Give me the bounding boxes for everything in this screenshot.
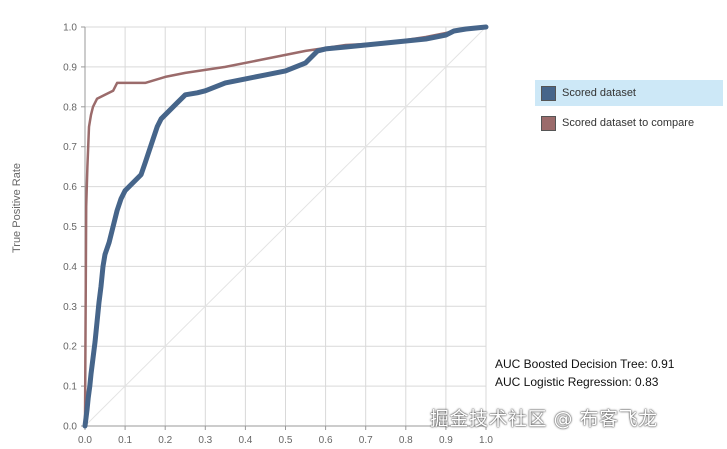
x-tick-label: 0.9 xyxy=(439,435,453,446)
x-tick-label: 0.2 xyxy=(158,435,172,446)
y-tick-label: 0.9 xyxy=(63,62,77,73)
chart-legend: Scored dataset Scored dataset to compare xyxy=(535,80,723,140)
legend-label-scored-dataset-to-compare: Scored dataset to compare xyxy=(562,117,695,129)
x-tick-label: 0.0 xyxy=(78,435,92,446)
auc-boosted-decision-tree: AUC Boosted Decision Tree: 0.91 xyxy=(495,357,675,371)
y-tick-label: 0.5 xyxy=(63,222,77,233)
watermark-text: 掘金技术社区 @ 布客飞龙 xyxy=(430,408,658,430)
y-axis-title: True Positive Rate xyxy=(11,163,23,253)
legend-swatch-scored-dataset-to-compare xyxy=(541,115,556,131)
y-tick-label: 0.4 xyxy=(63,262,77,273)
x-tick-label: 0.5 xyxy=(279,435,293,446)
y-tick-label: 0.1 xyxy=(63,382,77,393)
auc-logistic-regression: AUC Logistic Regression: 0.83 xyxy=(495,375,659,389)
chart-grid xyxy=(84,26,487,427)
x-tick-label: 0.6 xyxy=(319,435,333,446)
x-tick-label: 0.4 xyxy=(238,435,252,446)
y-tick-label: 0.3 xyxy=(63,302,77,313)
y-tick-label: 1.0 xyxy=(63,23,77,34)
x-tick-label: 0.7 xyxy=(359,435,373,446)
y-tick-label: 0.8 xyxy=(63,102,77,113)
legend-label-scored-dataset: Scored dataset xyxy=(562,87,636,99)
y-tick-label: 0.2 xyxy=(63,342,77,353)
y-tick-label: 0.6 xyxy=(63,182,77,193)
x-tick-label: 0.3 xyxy=(198,435,212,446)
legend-swatch-scored-dataset xyxy=(541,85,556,101)
random-classifier-diagonal xyxy=(84,26,487,427)
x-tick-label: 1.0 xyxy=(479,435,493,446)
chart-series xyxy=(82,24,489,429)
legend-item-scored-dataset-to-compare[interactable]: Scored dataset to compare xyxy=(535,110,723,136)
y-tick-label: 0.7 xyxy=(63,142,77,153)
series-line-scored-dataset xyxy=(82,24,489,429)
y-tick-label: 0.0 xyxy=(63,422,77,433)
legend-item-scored-dataset[interactable]: Scored dataset xyxy=(535,80,723,106)
x-tick-label: 0.8 xyxy=(399,435,413,446)
chart-ticks: 0.00.0 0.1 0.1 0.2 0.2 0.3 0.3 0.4 0.4 0.5 0.5 0.6 0… xyxy=(63,23,493,447)
auc-summary: AUC Boosted Decision Tree: 0.91 AUC Logi… xyxy=(495,355,674,391)
x-tick-label: 0.1 xyxy=(118,435,132,446)
